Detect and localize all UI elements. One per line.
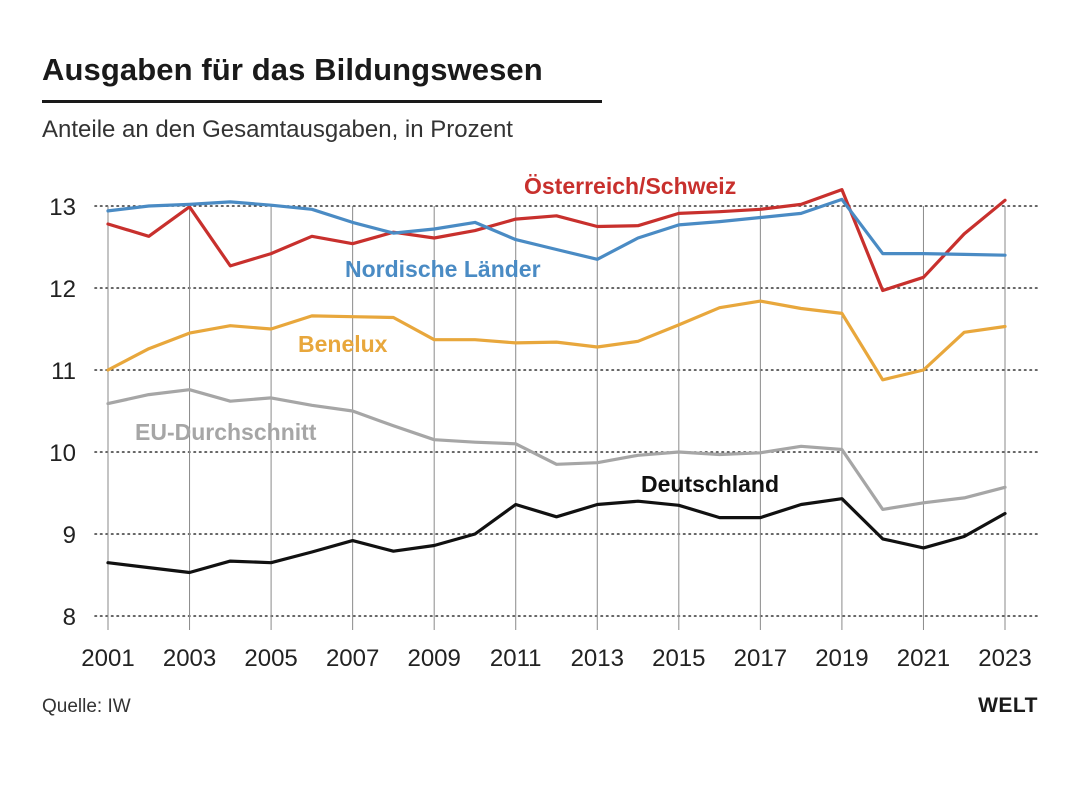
chart-title: Ausgaben für das Bildungswesen	[42, 52, 543, 87]
series-line	[106, 188, 1007, 293]
x-tick-label: 2023	[978, 645, 1031, 672]
y-tick-label: 9	[63, 522, 76, 549]
y-tick-label: 8	[63, 604, 76, 631]
series-label: Deutschland	[641, 471, 779, 497]
y-tick-label: 12	[49, 276, 76, 303]
source-note: Quelle: IW	[42, 696, 131, 717]
series-label: EU-Durchschnitt	[135, 419, 317, 445]
chart-subtitle: Anteile an den Gesamtausgaben, in Prozen…	[42, 116, 513, 143]
grid	[94, 205, 1041, 630]
axis-tick-labels: 8 9 10 11 12 13 2001 2003 2005 2007 2009 2011 2013 20…	[49, 194, 1031, 672]
x-tick-label: 2019	[815, 645, 868, 672]
series-labels: Österreich/Schweiz Nordische Länder Benelu…	[135, 173, 779, 497]
y-tick-label: 10	[49, 440, 76, 467]
title-underline	[42, 100, 602, 103]
series-line	[106, 299, 1007, 382]
x-tick-label: 2013	[571, 645, 624, 672]
x-tick-label: 2007	[326, 645, 379, 672]
series-line	[106, 197, 1007, 261]
brand-logo: WELT	[978, 694, 1038, 717]
series-line	[106, 497, 1007, 575]
series-lines	[106, 188, 1007, 575]
x-tick-label: 2009	[407, 645, 460, 672]
series-label: Benelux	[298, 331, 388, 357]
y-tick-label: 13	[49, 194, 76, 221]
y-tick-label: 11	[51, 358, 76, 385]
x-tick-label: 2011	[490, 645, 542, 672]
x-tick-label: 2017	[734, 645, 787, 672]
x-tick-label: 2005	[244, 645, 297, 672]
x-tick-label: 2003	[163, 645, 216, 672]
series-line	[106, 388, 1007, 511]
x-tick-label: 2021	[897, 645, 950, 672]
x-tick-label: 2015	[652, 645, 705, 672]
series-label: Nordische Länder	[345, 256, 541, 282]
x-tick-label: 2001	[81, 645, 134, 672]
series-label: Österreich/Schweiz	[524, 173, 736, 199]
